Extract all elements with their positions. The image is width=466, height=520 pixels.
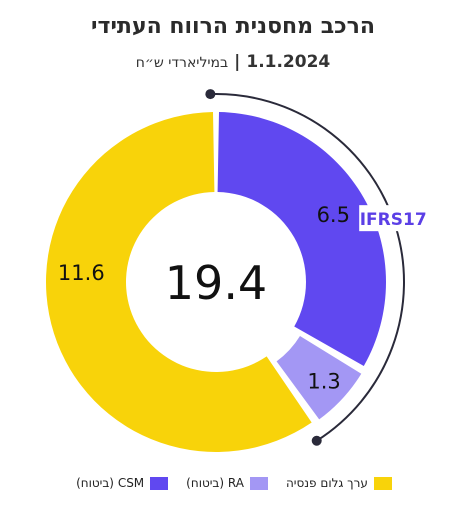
ifrs17-label: IFRS17	[360, 210, 427, 230]
data-label-pension: 11.6	[58, 261, 105, 285]
data-label-ra: 1.3	[307, 370, 340, 394]
ifrs17-label-background	[359, 205, 428, 232]
legend-swatch-csm	[150, 476, 169, 490]
ifrs17-bracket-end-dot	[311, 435, 322, 446]
slice-ra	[276, 335, 362, 420]
subtitle-unit: במיליארדי ש״ח	[135, 55, 229, 71]
legend-label-csm: CSM (ביטוח)	[76, 476, 145, 490]
slice-csm	[217, 112, 386, 366]
subtitle-separator: |	[234, 52, 241, 72]
slice-pension	[46, 112, 312, 452]
data-label-csm: 6.5	[317, 203, 350, 227]
legend: ערך גלום פנסיה RA (ביטוח) CSM (ביטוח)	[54, 476, 414, 490]
subtitle-date: 1.1.2024	[246, 52, 331, 72]
legend-label-ra: RA (ביטוח)	[186, 476, 244, 490]
center-total-label: 19.4	[165, 256, 267, 310]
ifrs17-bracket-start-dot	[205, 89, 216, 100]
legend-swatch-ra	[249, 476, 268, 490]
legend-item-ra: RA (ביטוח)	[186, 476, 268, 490]
donut-chart: 6.5 1.3 11.6 19.4 IFRS17	[46, 89, 428, 452]
legend-item-csm: CSM (ביטוח)	[76, 476, 169, 490]
legend-item-pension: ערך גלום פנסיה	[286, 476, 392, 490]
legend-swatch-pension	[373, 476, 392, 490]
legend-label-pension: ערך גלום פנסיה	[285, 476, 368, 490]
chart-title: הרכב מחסנית הרווח העתידי	[91, 14, 375, 39]
chart-subtitle: 1.1.2024| במיליארדי ש״ח	[0, 52, 466, 72]
